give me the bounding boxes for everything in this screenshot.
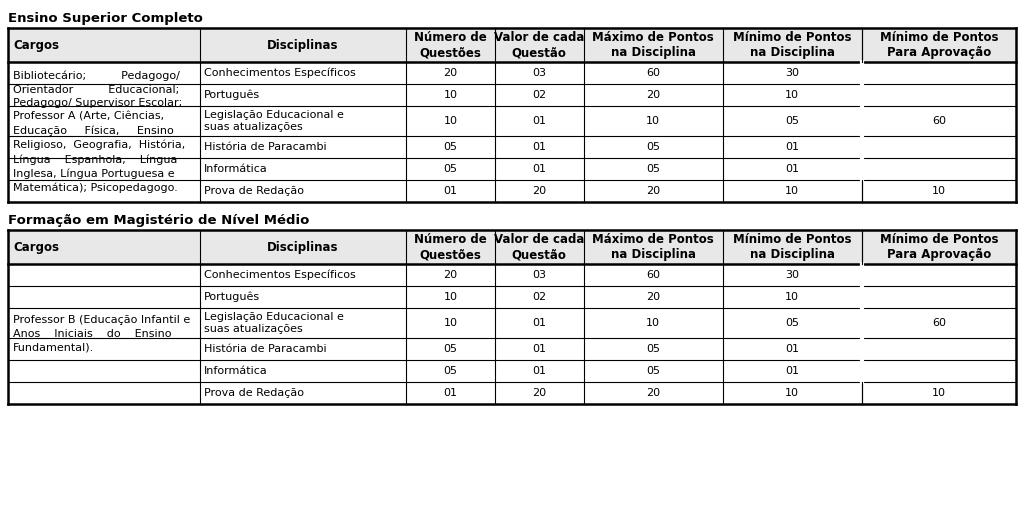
Text: 20: 20 bbox=[443, 68, 458, 78]
Text: 01: 01 bbox=[532, 164, 546, 174]
Text: 02: 02 bbox=[532, 292, 546, 302]
Text: 05: 05 bbox=[646, 366, 660, 376]
Text: 10: 10 bbox=[785, 186, 799, 196]
Bar bbox=[8, 62, 1016, 202]
Text: 20: 20 bbox=[443, 270, 458, 280]
Text: 01: 01 bbox=[532, 142, 546, 152]
Text: 01: 01 bbox=[532, 366, 546, 376]
Text: Informática: Informática bbox=[204, 164, 267, 174]
Text: 60: 60 bbox=[646, 270, 660, 280]
Text: 20: 20 bbox=[532, 388, 546, 398]
Text: Bibliotecário;          Pedagogo/
Orientador          Educacional;
Pedagogo/ Sup: Bibliotecário; Pedagogo/ Orientador Educ… bbox=[13, 71, 185, 193]
Text: 10: 10 bbox=[785, 292, 799, 302]
Text: Mínimo de Pontos
Para Aprovação: Mínimo de Pontos Para Aprovação bbox=[880, 31, 998, 59]
Text: Ensino Superior Completo: Ensino Superior Completo bbox=[8, 12, 203, 25]
Text: 03: 03 bbox=[532, 68, 546, 78]
Text: Português: Português bbox=[204, 90, 260, 100]
Text: Valor de cada
Questão: Valor de cada Questão bbox=[494, 233, 585, 261]
Text: Cargos: Cargos bbox=[13, 39, 59, 51]
Text: 03: 03 bbox=[532, 270, 546, 280]
Text: Máximo de Pontos
na Disciplina: Máximo de Pontos na Disciplina bbox=[592, 233, 714, 261]
Text: 05: 05 bbox=[443, 164, 458, 174]
Bar bbox=[8, 230, 1016, 264]
Text: 02: 02 bbox=[532, 90, 546, 100]
Text: História de Paracambi: História de Paracambi bbox=[204, 142, 327, 152]
Text: Número de
Questões: Número de Questões bbox=[414, 31, 486, 59]
Text: Mínimo de Pontos
na Disciplina: Mínimo de Pontos na Disciplina bbox=[733, 233, 852, 261]
Text: 01: 01 bbox=[532, 344, 546, 354]
Text: Professor B (Educação Infantil e
Anos    Iniciais    do    Ensino
Fundamental).: Professor B (Educação Infantil e Anos In… bbox=[13, 316, 190, 353]
Text: 05: 05 bbox=[443, 142, 458, 152]
Text: 01: 01 bbox=[443, 186, 458, 196]
Bar bbox=[8, 264, 1016, 404]
Text: 10: 10 bbox=[785, 90, 799, 100]
Text: 10: 10 bbox=[785, 388, 799, 398]
Text: Informática: Informática bbox=[204, 366, 267, 376]
Text: Legislação Educacional e
suas atualizações: Legislação Educacional e suas atualizaçõ… bbox=[204, 110, 343, 132]
Text: 01: 01 bbox=[443, 388, 458, 398]
Text: Prova de Redação: Prova de Redação bbox=[204, 186, 303, 196]
Text: Disciplinas: Disciplinas bbox=[267, 240, 339, 253]
Text: 20: 20 bbox=[646, 90, 660, 100]
Text: 20: 20 bbox=[646, 292, 660, 302]
Text: 01: 01 bbox=[785, 366, 799, 376]
Text: 10: 10 bbox=[932, 186, 946, 196]
Text: 30: 30 bbox=[785, 270, 799, 280]
Text: Disciplinas: Disciplinas bbox=[267, 39, 339, 51]
Text: 10: 10 bbox=[932, 388, 946, 398]
Text: 01: 01 bbox=[532, 318, 546, 328]
Text: Número de
Questões: Número de Questões bbox=[414, 233, 486, 261]
Text: 10: 10 bbox=[443, 116, 458, 126]
Text: Português: Português bbox=[204, 292, 260, 302]
Text: 10: 10 bbox=[646, 318, 660, 328]
Text: Mínimo de Pontos
na Disciplina: Mínimo de Pontos na Disciplina bbox=[733, 31, 852, 59]
Text: 10: 10 bbox=[443, 292, 458, 302]
Text: 05: 05 bbox=[646, 344, 660, 354]
Text: 05: 05 bbox=[785, 318, 799, 328]
Text: 05: 05 bbox=[646, 142, 660, 152]
Text: Máximo de Pontos
na Disciplina: Máximo de Pontos na Disciplina bbox=[592, 31, 714, 59]
Text: 01: 01 bbox=[785, 344, 799, 354]
Text: Cargos: Cargos bbox=[13, 240, 59, 253]
Text: Valor de cada
Questão: Valor de cada Questão bbox=[494, 31, 585, 59]
Text: 10: 10 bbox=[443, 90, 458, 100]
Text: 30: 30 bbox=[785, 68, 799, 78]
Text: 20: 20 bbox=[532, 186, 546, 196]
Text: Conhecimentos Específicos: Conhecimentos Específicos bbox=[204, 68, 355, 78]
Text: 01: 01 bbox=[532, 116, 546, 126]
Text: 10: 10 bbox=[646, 116, 660, 126]
Text: 20: 20 bbox=[646, 186, 660, 196]
Text: Prova de Redação: Prova de Redação bbox=[204, 388, 303, 398]
Text: 60: 60 bbox=[932, 318, 946, 328]
Text: 05: 05 bbox=[646, 164, 660, 174]
Text: Legislação Educacional e
suas atualizações: Legislação Educacional e suas atualizaçõ… bbox=[204, 312, 343, 334]
Text: Formação em Magistério de Nível Médio: Formação em Magistério de Nível Médio bbox=[8, 214, 309, 227]
Text: 20: 20 bbox=[646, 388, 660, 398]
Text: 60: 60 bbox=[932, 116, 946, 126]
Text: 05: 05 bbox=[443, 344, 458, 354]
Text: 60: 60 bbox=[646, 68, 660, 78]
Text: Conhecimentos Específicos: Conhecimentos Específicos bbox=[204, 270, 355, 280]
Text: 01: 01 bbox=[785, 164, 799, 174]
Text: 10: 10 bbox=[443, 318, 458, 328]
Text: História de Paracambi: História de Paracambi bbox=[204, 344, 327, 354]
Text: 05: 05 bbox=[785, 116, 799, 126]
Text: 05: 05 bbox=[443, 366, 458, 376]
Bar bbox=[8, 28, 1016, 62]
Text: Mínimo de Pontos
Para Aprovação: Mínimo de Pontos Para Aprovação bbox=[880, 233, 998, 261]
Text: 01: 01 bbox=[785, 142, 799, 152]
